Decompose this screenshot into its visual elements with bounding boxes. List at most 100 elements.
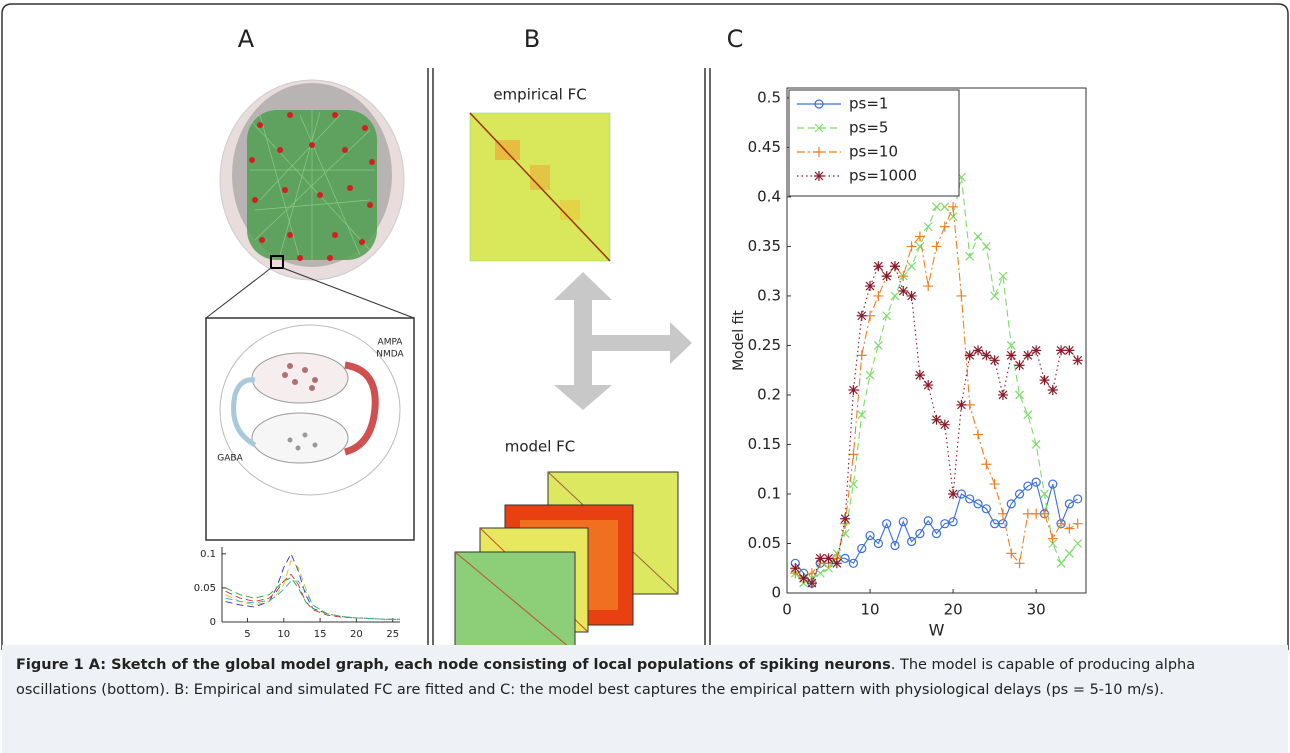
marker-shape — [1014, 558, 1025, 569]
data-marker — [981, 350, 992, 361]
data-marker — [965, 251, 975, 261]
marker-shape — [1056, 518, 1067, 529]
data-marker — [806, 578, 817, 589]
marker-shape — [981, 350, 992, 361]
panel-label: A — [238, 25, 255, 53]
data-marker — [1056, 518, 1067, 529]
marker-shape — [1023, 481, 1033, 491]
y-tick-label: 0.05 — [748, 534, 781, 552]
data-marker — [865, 281, 876, 292]
model-matrices — [454, 471, 679, 650]
synapse-sketch: AMPA NMDA GABA — [205, 317, 415, 541]
y-tick-label: 0.05 — [194, 583, 216, 594]
data-marker — [1014, 558, 1025, 569]
marker-shape — [1039, 375, 1050, 386]
y-tick-label: 0.1 — [757, 484, 781, 502]
data-marker — [948, 201, 959, 212]
data-marker — [873, 341, 883, 350]
marker-shape — [857, 410, 867, 420]
data-marker — [939, 221, 950, 232]
marker-shape — [998, 271, 1008, 281]
x-tick-label: 10 — [861, 601, 880, 619]
marker-shape — [923, 281, 934, 292]
marker-shape — [989, 355, 1000, 366]
legend-label: ps=5 — [849, 119, 888, 137]
series-line — [794, 481, 1078, 585]
marker-shape — [898, 285, 909, 296]
y-tick-label: 0.25 — [748, 336, 781, 354]
data-marker — [873, 538, 883, 549]
data-marker — [973, 429, 984, 440]
data-marker — [1023, 481, 1033, 491]
data-marker — [981, 459, 992, 470]
panel-label: C — [727, 25, 744, 53]
data-marker — [898, 517, 908, 527]
marker-shape — [973, 232, 983, 241]
data-marker — [873, 261, 884, 272]
data-marker — [1048, 479, 1058, 489]
data-marker — [1006, 341, 1016, 350]
legend-label: ps=10 — [849, 143, 898, 161]
data-marker — [806, 568, 817, 579]
data-marker — [882, 519, 892, 529]
marker-shape — [882, 519, 892, 529]
data-marker — [923, 222, 933, 232]
marker-shape — [865, 530, 875, 541]
y-axis-label: Model fit — [731, 310, 747, 371]
data-marker — [1006, 499, 1016, 509]
marker-shape — [973, 429, 984, 440]
data-marker — [873, 290, 884, 301]
marker-shape — [1072, 355, 1083, 366]
data-marker — [940, 519, 950, 529]
marker-shape — [1006, 350, 1017, 361]
marker-shape — [806, 578, 817, 589]
x-tick-label: 25 — [386, 629, 399, 640]
data-marker — [1072, 355, 1083, 366]
frame — [1, 3, 1289, 650]
marker-shape — [890, 291, 900, 301]
data-marker — [915, 242, 925, 251]
data-marker — [914, 370, 925, 381]
data-marker — [981, 242, 991, 251]
marker-shape — [1047, 533, 1058, 544]
marker-shape — [989, 479, 1000, 490]
marker-shape — [940, 519, 950, 529]
data-marker — [948, 517, 958, 527]
data-marker — [857, 410, 867, 420]
y-tick-label: 0 — [771, 584, 781, 602]
marker-shape — [981, 242, 991, 251]
marker-shape — [1015, 390, 1024, 400]
marker-shape — [865, 281, 876, 292]
marker-shape — [856, 350, 867, 361]
data-marker — [1056, 558, 1066, 568]
data-marker — [889, 261, 900, 272]
y-tick-label: 0.1 — [200, 549, 216, 560]
marker-shape — [931, 528, 942, 539]
marker-shape — [956, 290, 967, 301]
data-marker — [998, 519, 1008, 529]
data-marker — [1039, 508, 1050, 519]
data-marker — [1006, 350, 1017, 361]
data-marker — [973, 499, 983, 509]
data-marker — [1073, 494, 1083, 504]
x-tick-label: 15 — [314, 629, 327, 640]
synapse-label: GABA — [217, 454, 243, 464]
marker-shape — [965, 251, 975, 261]
data-marker — [898, 285, 909, 296]
data-marker — [849, 479, 858, 489]
marker-shape — [790, 563, 801, 574]
data-marker — [906, 536, 917, 547]
marker-shape — [848, 385, 859, 396]
data-marker — [907, 261, 917, 271]
data-marker — [815, 568, 825, 578]
data-marker — [1064, 499, 1074, 509]
marker-shape — [1014, 360, 1025, 371]
data-marker — [856, 310, 867, 321]
synapse-label: AMPA — [378, 338, 404, 348]
marker-shape — [915, 242, 925, 251]
marker-shape — [948, 488, 959, 499]
caption-title: Figure 1 A: Sketch of the global model g… — [16, 657, 891, 673]
marker-shape — [1072, 518, 1083, 529]
data-marker — [865, 370, 875, 380]
data-marker — [1047, 385, 1058, 396]
